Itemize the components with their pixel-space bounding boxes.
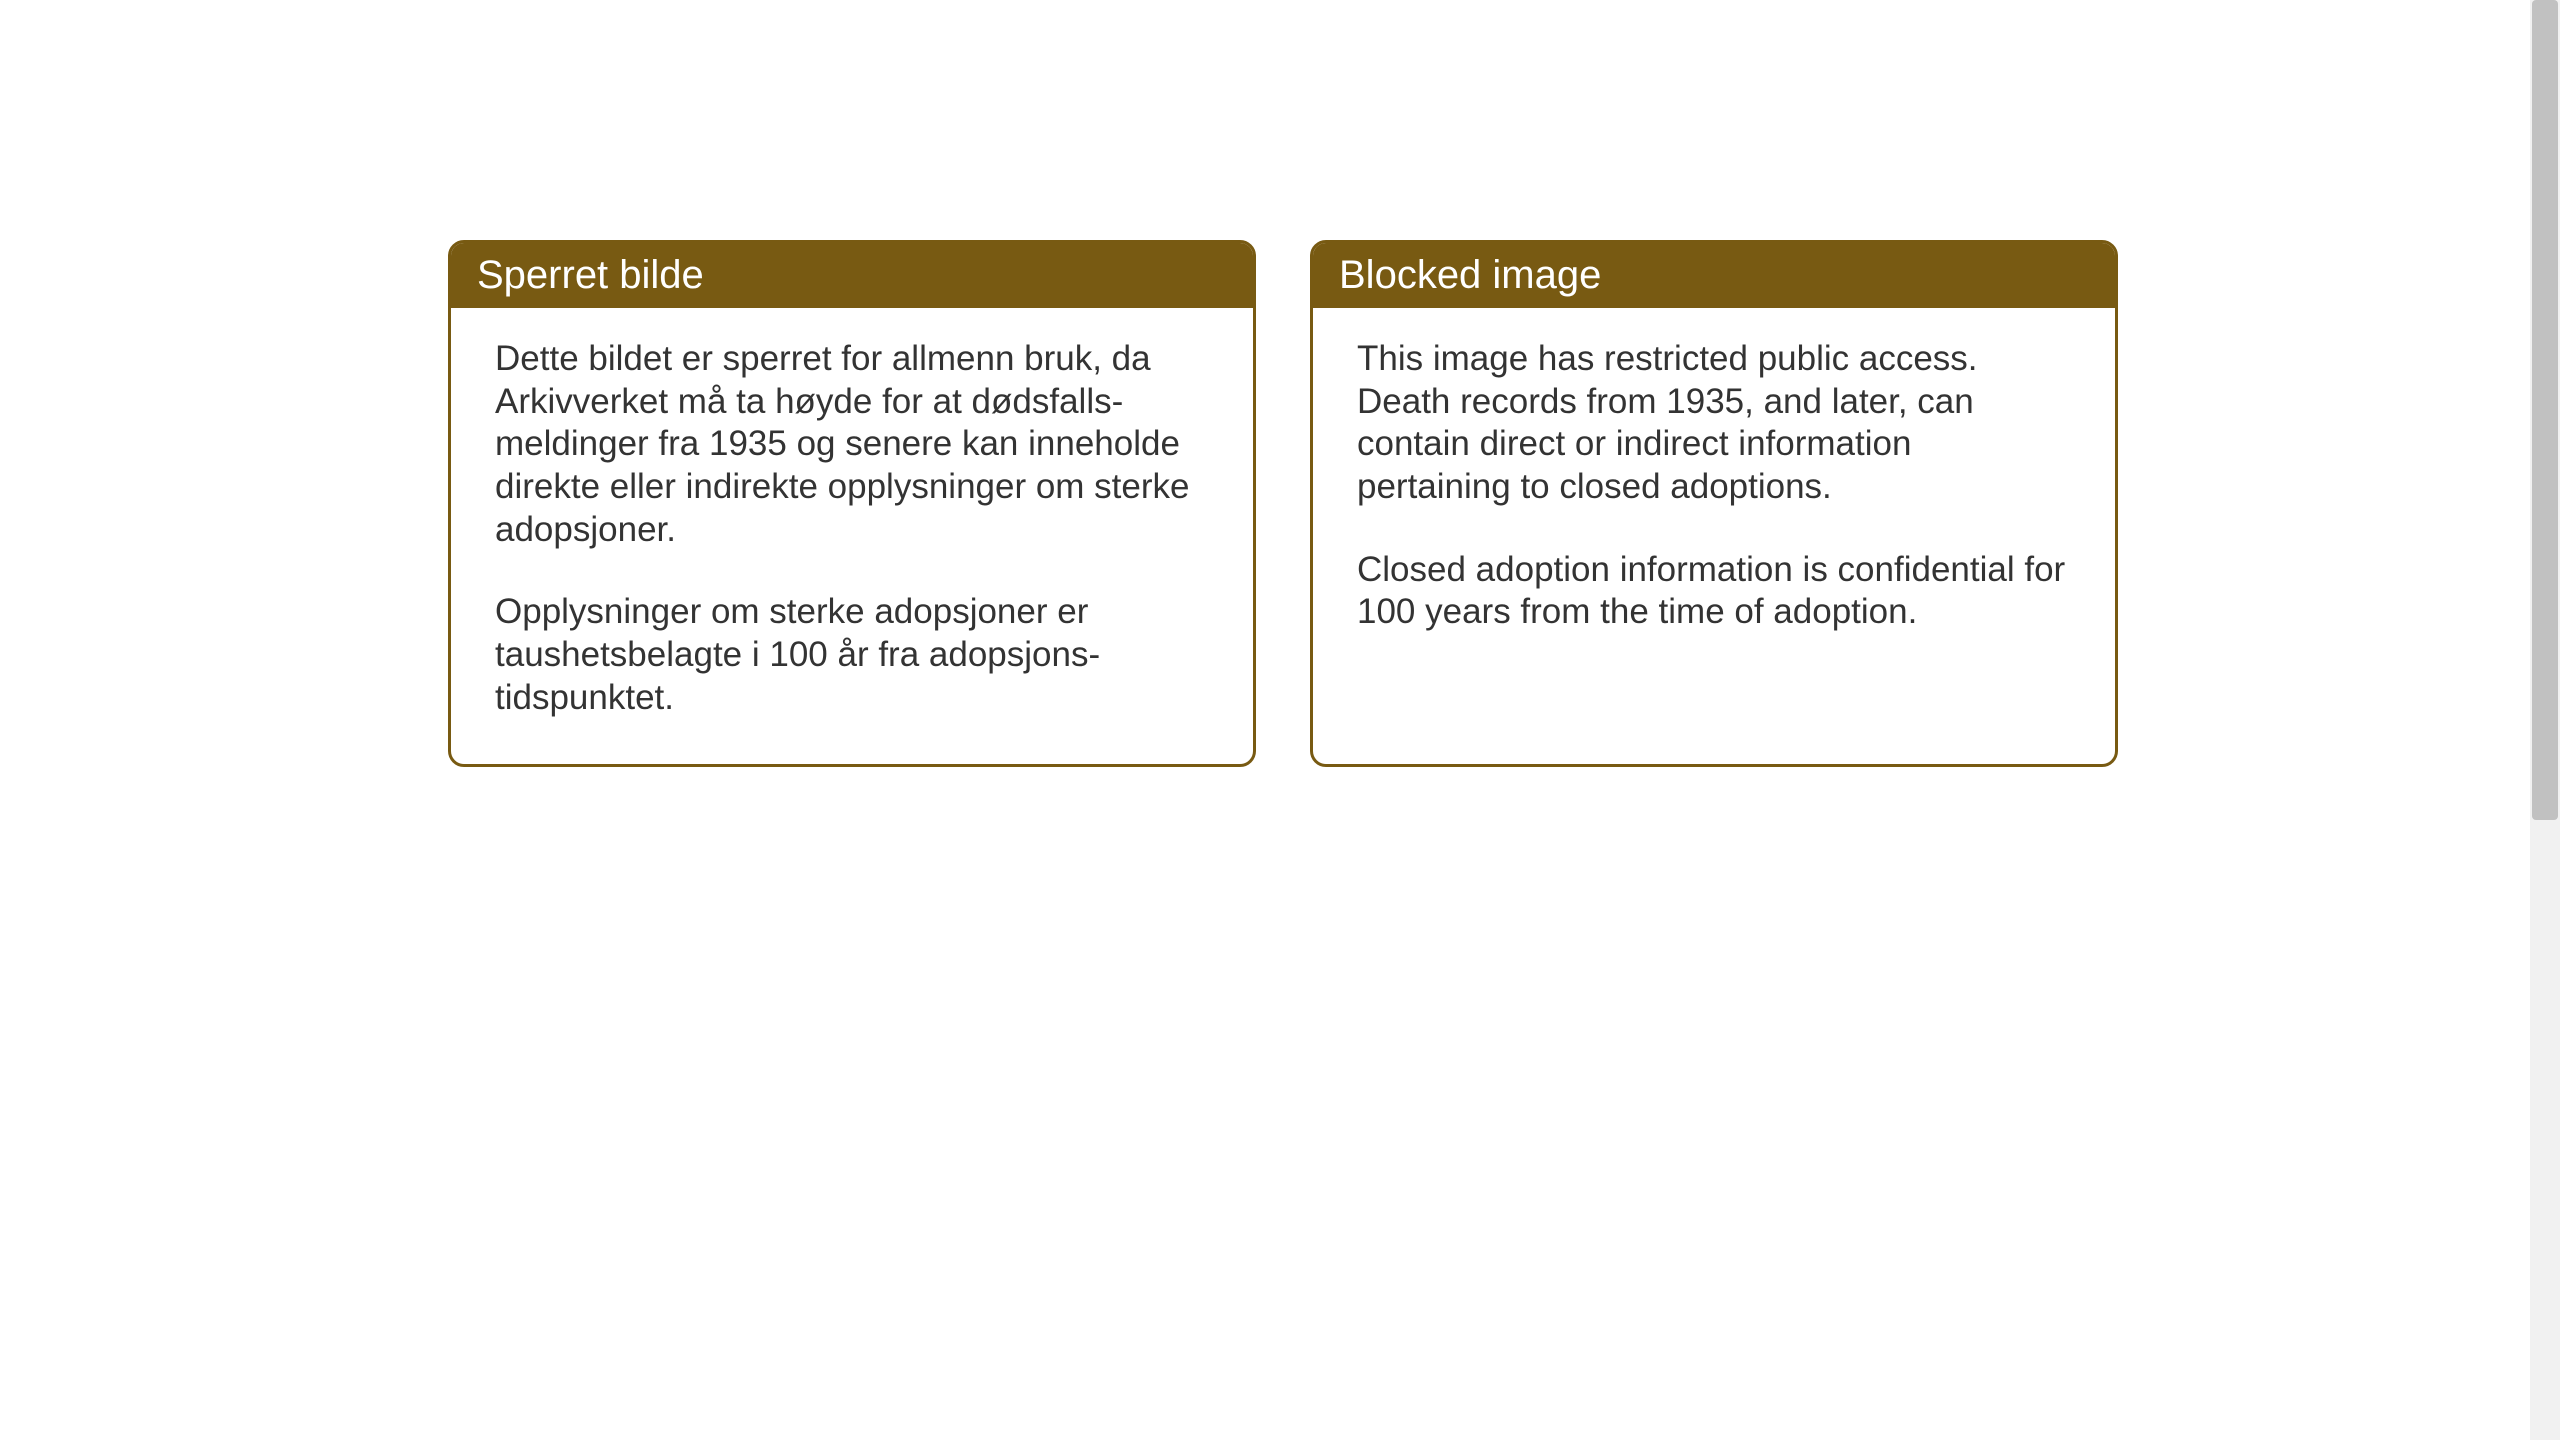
notice-box-english: Blocked image This image has restricted … <box>1310 240 2118 767</box>
notice-box-norwegian: Sperret bilde Dette bildet er sperret fo… <box>448 240 1256 767</box>
notice-body-english: This image has restricted public access.… <box>1313 308 2115 678</box>
scrollbar-thumb[interactable] <box>2532 0 2558 820</box>
notice-title-english: Blocked image <box>1339 253 1601 297</box>
notice-body-norwegian: Dette bildet er sperret for allmenn bruk… <box>451 308 1253 764</box>
notice-paragraph-1-norwegian: Dette bildet er sperret for allmenn bruk… <box>495 338 1209 551</box>
notice-paragraph-2-english: Closed adoption information is confident… <box>1357 549 2071 634</box>
notice-container: Sperret bilde Dette bildet er sperret fo… <box>448 240 2118 767</box>
scrollbar-track[interactable] <box>2530 0 2560 1440</box>
notice-title-norwegian: Sperret bilde <box>477 253 704 297</box>
notice-paragraph-1-english: This image has restricted public access.… <box>1357 338 2071 509</box>
notice-header-norwegian: Sperret bilde <box>451 243 1253 308</box>
notice-header-english: Blocked image <box>1313 243 2115 308</box>
notice-paragraph-2-norwegian: Opplysninger om sterke adopsjoner er tau… <box>495 591 1209 719</box>
